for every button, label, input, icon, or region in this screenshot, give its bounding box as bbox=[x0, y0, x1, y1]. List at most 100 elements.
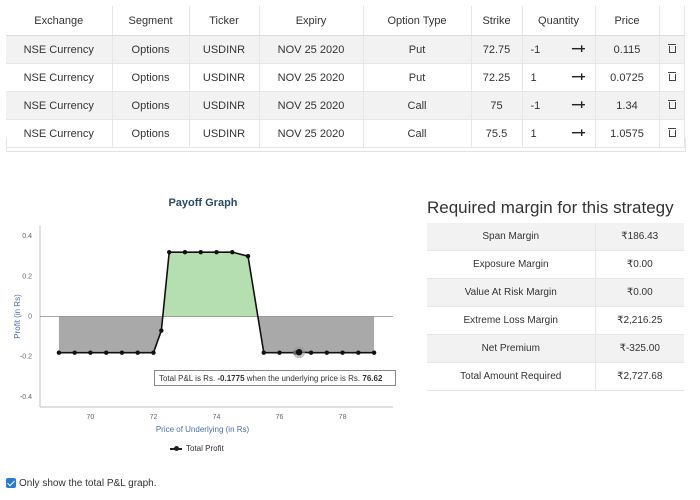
x-axis-label: Price of Underlying (in Rs) bbox=[156, 425, 250, 434]
header-strike: Strike bbox=[471, 6, 523, 36]
cell-quantity: 1 −+ bbox=[522, 63, 596, 92]
margin-value: ₹0.00 bbox=[595, 250, 684, 279]
cell-ticker: USDINR bbox=[189, 35, 260, 64]
data-point bbox=[88, 350, 93, 355]
margin-value: ₹-325.00 bbox=[595, 334, 684, 363]
orders-header-row: Exchange Segment Ticker Expiry Option Ty… bbox=[6, 6, 685, 36]
table-row: NSE Currency Options USDINR NOV 25 2020 … bbox=[6, 91, 685, 120]
total-pnl-only-toggle[interactable]: Only show the total P&L graph. bbox=[6, 478, 157, 489]
legend-line-icon bbox=[170, 445, 182, 451]
data-point bbox=[182, 249, 188, 255]
quantity-stepper[interactable]: −+ bbox=[571, 69, 585, 84]
cell-exchange: NSE Currency bbox=[6, 35, 113, 64]
quantity-stepper[interactable]: −+ bbox=[571, 125, 585, 140]
margin-value: ₹2,727.68 bbox=[595, 362, 684, 391]
payoff-chart: 70 72 74 76 78 0.4 0.2 0 -0.2 -0.4 Price of Underl… bbox=[13, 226, 393, 434]
cell-option-type: Call bbox=[363, 119, 472, 148]
margin-label: Total Amount Required bbox=[427, 362, 596, 391]
margin-row: Extreme Loss Margin ₹2,216.25 bbox=[427, 306, 684, 335]
margin-row: Total Amount Required ₹2,727.68 bbox=[427, 362, 684, 391]
cell-option-type: Put bbox=[363, 63, 472, 92]
cell-option-type: Call bbox=[363, 91, 472, 120]
header-expiry: Expiry bbox=[259, 6, 364, 36]
cell-expiry: NOV 25 2020 bbox=[259, 63, 364, 92]
margin-label: Extreme Loss Margin bbox=[427, 306, 596, 335]
trash-icon[interactable] bbox=[667, 71, 676, 81]
cell-actions bbox=[659, 91, 685, 120]
cell-price: 0.0725 bbox=[595, 63, 660, 92]
y-tick-label: 0.4 bbox=[22, 233, 32, 240]
margin-value: ₹186.43 bbox=[595, 223, 684, 251]
header-price: Price bbox=[595, 6, 660, 36]
data-point bbox=[356, 350, 361, 355]
data-point bbox=[135, 350, 140, 355]
data-point bbox=[159, 328, 164, 333]
trash-icon[interactable] bbox=[667, 99, 676, 109]
margin-row: Exposure Margin ₹0.00 bbox=[427, 250, 684, 279]
data-point bbox=[245, 253, 251, 259]
table-footer bbox=[6, 138, 686, 152]
quantity-value: -1 bbox=[530, 99, 541, 112]
data-point bbox=[340, 350, 345, 355]
trash-icon[interactable] bbox=[667, 127, 676, 137]
y-axis-label: Profit (in Rs) bbox=[13, 294, 22, 339]
cell-segment: Options bbox=[112, 91, 190, 120]
cell-expiry: NOV 25 2020 bbox=[259, 35, 364, 64]
margin-row: Value At Risk Margin ₹0.00 bbox=[427, 278, 684, 307]
header-exchange: Exchange bbox=[6, 6, 113, 36]
cell-actions bbox=[659, 119, 685, 148]
cell-price: 0.115 bbox=[595, 35, 660, 64]
data-point bbox=[308, 350, 314, 355]
margin-label: Span Margin bbox=[427, 223, 596, 251]
data-point bbox=[119, 350, 125, 355]
checkbox-checked-icon[interactable] bbox=[6, 478, 16, 489]
table-row: NSE Currency Options USDINR NOV 25 2020 … bbox=[6, 119, 685, 148]
table-row: NSE Currency Options USDINR NOV 25 2020 … bbox=[6, 63, 685, 92]
cell-actions bbox=[659, 35, 685, 64]
cell-exchange: NSE Currency bbox=[6, 91, 113, 120]
data-point bbox=[230, 249, 235, 255]
cell-quantity: 1 −+ bbox=[522, 119, 596, 148]
margin-title: Required margin for this strategy bbox=[427, 198, 674, 217]
chart-tooltip: Total P&L is Rs. -0.1775 when the underl… bbox=[154, 370, 396, 386]
trash-icon[interactable] bbox=[667, 43, 676, 53]
margin-row: Span Margin ₹186.43 bbox=[427, 223, 684, 251]
cell-exchange: NSE Currency bbox=[6, 63, 113, 92]
cell-quantity: -1 −+ bbox=[522, 35, 596, 64]
y-tick-label: 0 bbox=[28, 314, 32, 321]
cell-segment: Options bbox=[112, 35, 190, 64]
cell-quantity: -1 −+ bbox=[522, 91, 596, 120]
data-point bbox=[371, 350, 377, 355]
cell-ticker: USDINR bbox=[189, 63, 260, 92]
margin-label: Exposure Margin bbox=[427, 250, 596, 279]
tooltip-pnl: -0.1775 bbox=[217, 374, 245, 383]
margin-label: Value At Risk Margin bbox=[427, 278, 596, 307]
tooltip-prefix: Total P&L is Rs. bbox=[159, 374, 218, 383]
checkbox-label: Only show the total P&L graph. bbox=[19, 478, 157, 489]
cell-option-type: Put bbox=[363, 35, 472, 64]
loss-area bbox=[257, 316, 375, 353]
quantity-stepper[interactable]: −+ bbox=[571, 97, 585, 112]
y-tick-label: -0.2 bbox=[20, 354, 32, 361]
tooltip-price: 76.62 bbox=[362, 374, 383, 383]
margin-label: Net Premium bbox=[427, 334, 596, 363]
cell-strike: 75.5 bbox=[471, 119, 523, 148]
quantity-value: -1 bbox=[530, 43, 541, 56]
tooltip-middle: when the underlying price is Rs. bbox=[244, 374, 363, 383]
cell-strike: 72.75 bbox=[471, 35, 523, 64]
cell-expiry: NOV 25 2020 bbox=[259, 91, 364, 120]
data-point bbox=[167, 249, 172, 255]
quantity-value: 1 bbox=[530, 127, 537, 140]
data-point bbox=[103, 350, 109, 355]
loss-area bbox=[58, 316, 163, 353]
margin-value: ₹0.00 bbox=[595, 278, 684, 307]
cell-strike: 72.25 bbox=[471, 63, 523, 92]
margin-value: ₹2,216.25 bbox=[595, 306, 684, 335]
chart-legend[interactable]: Total Profit bbox=[170, 444, 224, 453]
data-point bbox=[151, 350, 156, 355]
margin-row: Net Premium ₹-325.00 bbox=[427, 334, 684, 363]
data-point bbox=[277, 350, 282, 355]
header-actions bbox=[659, 6, 685, 36]
quantity-stepper[interactable]: −+ bbox=[571, 41, 585, 56]
margin-table: Span Margin ₹186.43 Exposure Margin ₹0.00 … bbox=[427, 223, 684, 391]
